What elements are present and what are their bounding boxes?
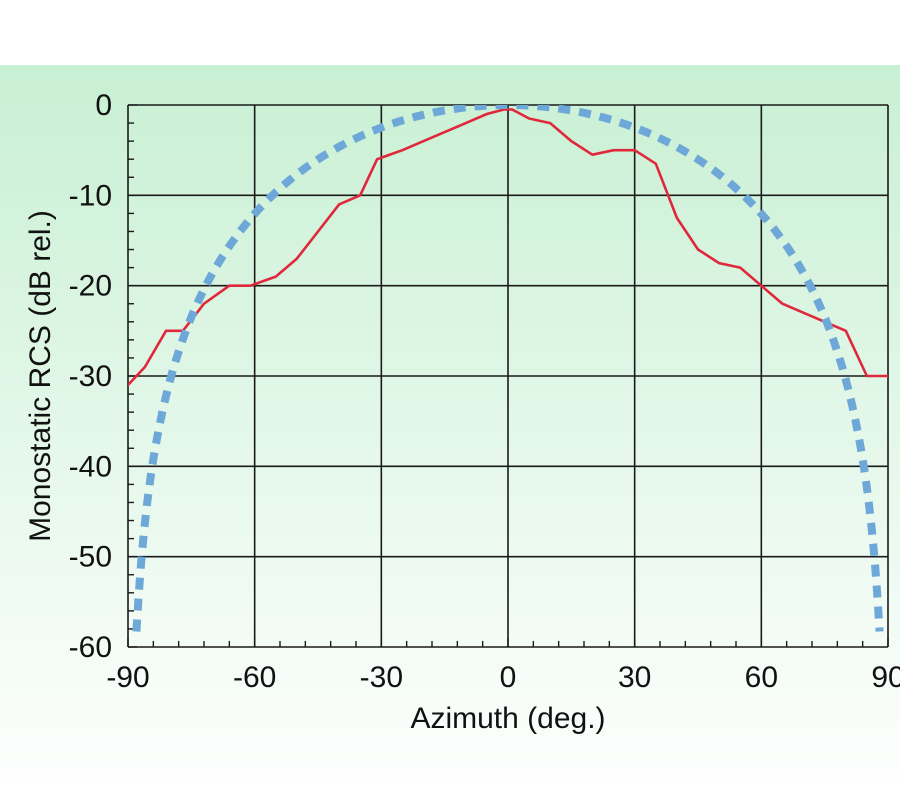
x-tick-label: -90 xyxy=(106,661,149,694)
measured-rcs-point xyxy=(443,131,446,133)
measured-rcs-point xyxy=(739,266,742,269)
y-tick-label: -30 xyxy=(69,360,112,393)
series-layer xyxy=(128,105,888,632)
measured-rcs-point xyxy=(165,330,167,332)
y-axis-ticks: 0 -10 -20 -30 -40 -50 -60 xyxy=(69,89,112,664)
measured-rcs-point xyxy=(203,302,205,305)
measured-rcs-point xyxy=(128,384,129,386)
reference-curve-dashed xyxy=(132,105,884,632)
measured-rcs-point xyxy=(502,108,505,111)
measured-rcs-point xyxy=(760,284,763,287)
measured-rcs-point xyxy=(511,108,514,111)
measured-rcs-point xyxy=(591,153,594,156)
measured-rcs-point xyxy=(718,262,720,264)
measured-rcs-point xyxy=(633,149,636,151)
x-tick-label: 60 xyxy=(745,661,778,694)
measured-rcs-point xyxy=(844,330,847,332)
x-tick-label: -30 xyxy=(360,661,403,694)
x-axis-ticks: -90 -60 -30 0 30 60 90 xyxy=(106,661,900,694)
measured-rcs-point xyxy=(570,140,573,142)
y-axis-label: Monostatic RCS (dB rel.) xyxy=(24,210,57,542)
measured-rcs-point xyxy=(401,149,404,151)
measured-rcs-point xyxy=(249,284,252,287)
y-tick-label: 0 xyxy=(95,89,112,122)
y-tick-label: -10 xyxy=(69,179,112,212)
measured-rcs-point xyxy=(676,217,678,219)
y-tick-label: -50 xyxy=(69,541,112,574)
measured-rcs-point xyxy=(296,257,298,260)
x-axis-label: Azimuth (deg.) xyxy=(410,702,605,735)
y-tick-label: -40 xyxy=(69,450,112,483)
x-tick-label: 0 xyxy=(500,661,517,694)
measured-rcs-point xyxy=(507,108,509,111)
measured-rcs-point xyxy=(422,140,425,142)
measured-rcs-point xyxy=(464,122,467,124)
measured-rcs-point xyxy=(486,113,488,115)
x-tick-label: 90 xyxy=(871,661,900,694)
measured-rcs-point xyxy=(317,230,319,233)
minor-ticks xyxy=(127,104,889,648)
measured-rcs-point xyxy=(274,275,277,278)
measured-rcs-point xyxy=(338,203,340,206)
y-tick-label: -20 xyxy=(69,270,112,303)
measured-rcs-point xyxy=(359,194,362,197)
chart-background xyxy=(0,65,900,800)
x-tick-label: 30 xyxy=(618,661,651,694)
measured-rcs-point xyxy=(528,117,530,120)
measured-rcs-point xyxy=(612,149,615,151)
measured-rcs-point xyxy=(802,311,805,314)
measured-rcs-point xyxy=(866,375,868,377)
measured-rcs-point xyxy=(376,158,378,160)
measured-rcs-point xyxy=(549,122,552,124)
measured-rcs-point xyxy=(697,248,699,251)
measured-rcs-point xyxy=(781,302,784,305)
measured-rcs-point xyxy=(887,375,888,377)
y-tick-label: -60 xyxy=(69,631,112,664)
x-tick-label: -60 xyxy=(233,661,276,694)
measured-rcs-point xyxy=(654,162,657,165)
measured-rcs-point xyxy=(144,366,146,368)
measured-rcs-point xyxy=(228,284,231,287)
